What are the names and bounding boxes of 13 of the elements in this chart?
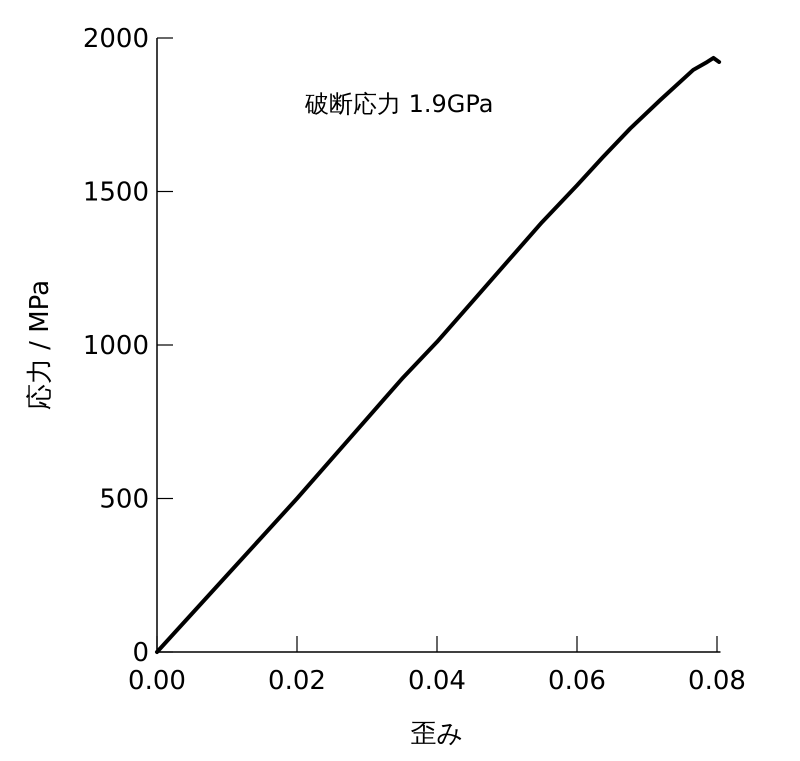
x-tick-label: 0.06: [548, 666, 606, 696]
x-tick-label: 0.04: [408, 666, 466, 696]
y-tick-label: 1000: [82, 331, 149, 361]
y-tick-label: 500: [99, 484, 149, 514]
y-tick-label: 2000: [82, 24, 149, 54]
y-axis-title: 応力 / MPa: [25, 280, 55, 410]
annotation: 破断応力 1.9GPa: [304, 90, 494, 118]
x-tick-label: 0.02: [268, 666, 326, 696]
y-tick-label: 1500: [82, 178, 149, 208]
x-axis-title: 歪み: [410, 719, 464, 749]
y-tick-label: 0: [132, 638, 149, 668]
x-tick-label: 0.08: [688, 666, 746, 696]
x-tick-label: 0.00: [128, 666, 186, 696]
